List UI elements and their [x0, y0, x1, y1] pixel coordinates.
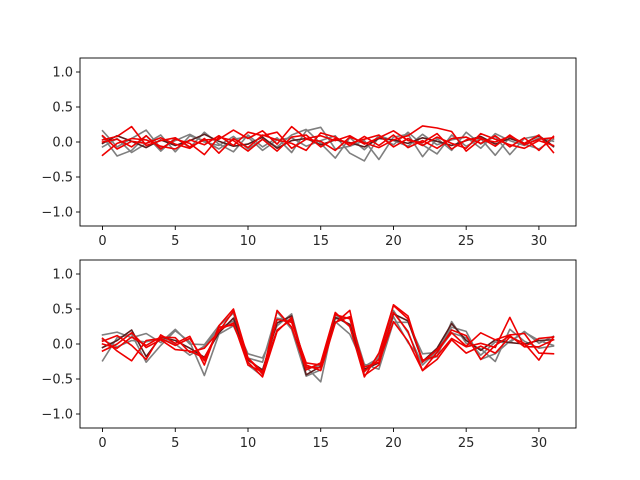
x-tick-label: 15: [312, 234, 329, 249]
x-tick-label: 20: [385, 234, 402, 249]
x-tick-label: 0: [98, 436, 106, 451]
y-tick-label: 0.5: [52, 303, 73, 318]
x-tick-label: 10: [240, 234, 257, 249]
y-tick-label: −0.5: [41, 373, 73, 388]
top-chart: 0 5 10 15 20 25 30 −1.0 −0.5 0.0 0.5 1.0: [41, 57, 577, 249]
x-tick-label: 25: [458, 234, 475, 249]
y-tick-label: 0.5: [52, 101, 73, 116]
x-tick-label: 15: [312, 436, 329, 451]
y-tick-label: −0.5: [41, 171, 73, 186]
y-tick-label: 0.0: [52, 338, 73, 353]
series-group: [101, 303, 555, 383]
series-line-7: [101, 313, 555, 373]
x-tick-label: 25: [458, 436, 475, 451]
y-tick-label: 1.0: [52, 268, 73, 283]
series-line-6: [101, 132, 555, 154]
x-tick-label: 5: [171, 234, 179, 249]
x-tick-label: 0: [98, 234, 106, 249]
series-line-5: [101, 125, 555, 157]
y-tick-label: 0.0: [52, 136, 73, 151]
series-group: [101, 125, 555, 162]
bottom-chart: 0 5 10 15 20 25 30 −1.0 −0.5 0.0 0.5 1.0: [41, 259, 577, 451]
series-line-7: [101, 132, 555, 156]
x-tick-label: 30: [531, 436, 548, 451]
y-tick-label: 1.0: [52, 66, 73, 81]
y-tick-label: −1.0: [41, 206, 73, 221]
x-tick-label: 10: [240, 436, 257, 451]
x-tick-label: 20: [385, 436, 402, 451]
series-line-6: [101, 303, 555, 378]
x-tick-label: 5: [171, 436, 179, 451]
y-tick-label: −1.0: [41, 408, 73, 423]
x-tick-label: 30: [531, 234, 548, 249]
